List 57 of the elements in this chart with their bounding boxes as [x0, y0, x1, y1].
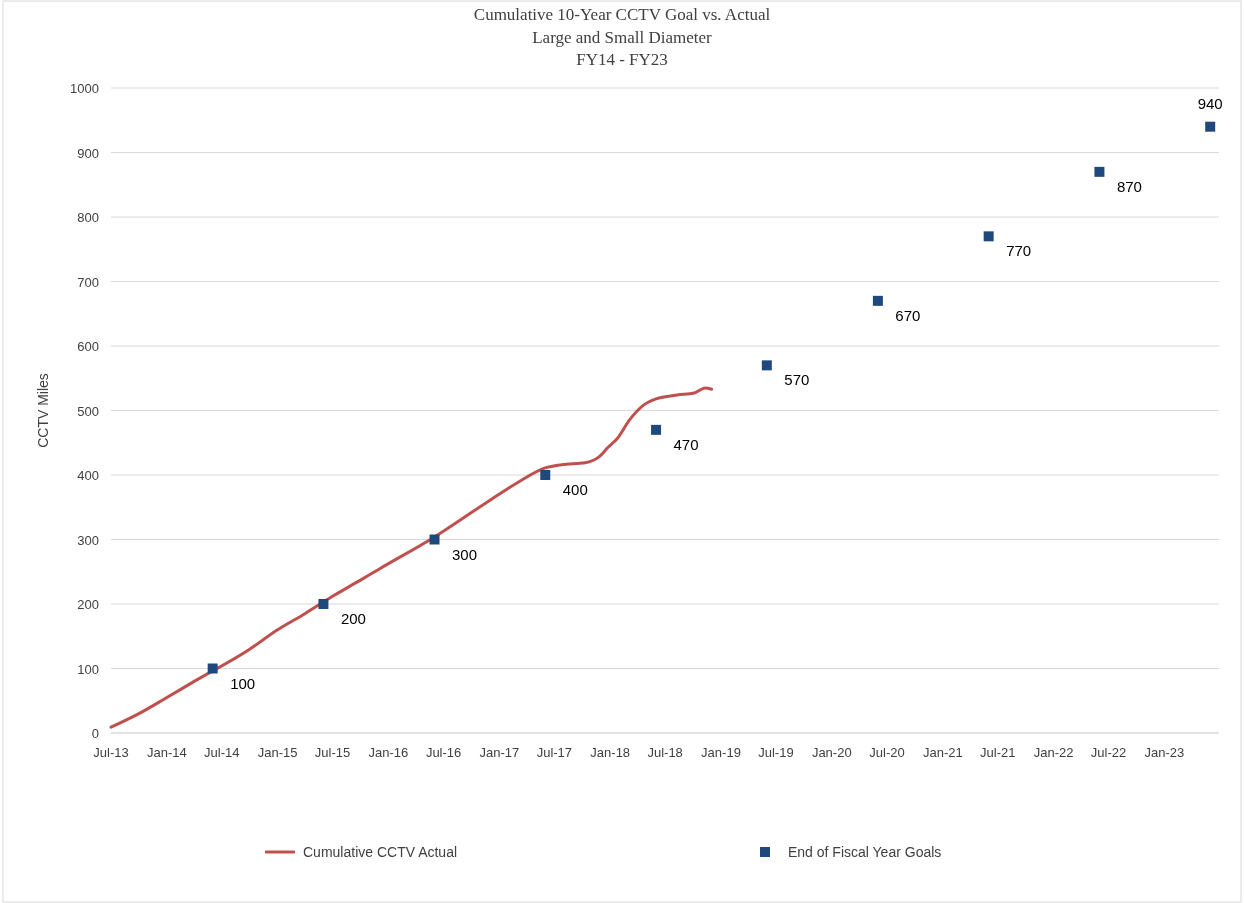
y-tick-label: 400 — [77, 468, 99, 483]
x-tick-label: Jul-22 — [1090, 745, 1127, 760]
x-tick-label: Jul-18 — [647, 745, 683, 760]
y-tick-label: 1000 — [70, 81, 99, 96]
data-label: 940 — [1197, 94, 1223, 112]
chart-subtitle: Large and Small Diameter FY14 - FY23 — [532, 28, 713, 69]
x-tick-label: Jul-14 — [204, 745, 240, 760]
x-tick-label: Jul-17 — [536, 745, 573, 760]
point — [318, 599, 329, 609]
x-tick-label: Jan-17 — [479, 745, 520, 760]
y-tick-label: 0 — [91, 726, 99, 741]
x-tick-label: Jan-20 — [811, 745, 852, 760]
legend-label: End of Fiscal Year Goals — [788, 844, 942, 860]
point — [1205, 121, 1216, 132]
x-tick-label: Jan-19 — [701, 745, 741, 760]
data-label: 770 — [1006, 242, 1032, 260]
point — [540, 470, 551, 480]
point — [429, 534, 440, 545]
data-label: 870 — [1116, 177, 1142, 195]
x-tick-label: Jan-21 — [922, 745, 963, 760]
data-label: 670 — [895, 306, 921, 324]
y-tick-label: 100 — [77, 661, 99, 677]
x-tick-label: Jul-15 — [314, 745, 351, 760]
x-tick-label: Jan-18 — [590, 745, 631, 760]
y-tick-label: 600 — [77, 339, 99, 354]
x-tick-label: Jul-21 — [980, 745, 1016, 760]
x-tick-label: Jul-13 — [93, 745, 129, 760]
y-tick-label: 500 — [77, 403, 99, 419]
data-label: 100 — [230, 674, 256, 692]
point — [207, 663, 218, 674]
y-tick-label: 800 — [77, 210, 99, 225]
x-tick-label: Jan-15 — [257, 745, 298, 760]
chart-title: Cumulative 10-Year CCTV Goal vs. Actual — [473, 5, 771, 24]
point — [983, 231, 994, 242]
point — [651, 424, 662, 435]
y-tick-label: 900 — [77, 145, 99, 161]
data-label: 200 — [340, 610, 366, 627]
y-tick-label: 200 — [77, 597, 99, 612]
point — [872, 295, 883, 306]
data-label: 570 — [784, 371, 810, 389]
point — [761, 360, 772, 371]
x-tick-label: Jan-22 — [1033, 745, 1074, 760]
x-tick-label: Jul-20 — [869, 745, 905, 760]
data-label: 470 — [673, 435, 699, 453]
x-tick-label: Jul-19 — [758, 745, 794, 760]
y-tick-label: 700 — [77, 274, 99, 290]
legend-label: Cumulative CCTV Actual — [303, 844, 458, 860]
point — [1094, 166, 1105, 177]
x-tick-label: Jan-14 — [146, 745, 187, 760]
x-tick-label: Jul-16 — [425, 745, 462, 760]
data-label: 300 — [451, 545, 478, 563]
y-axis-title: CCTV Miles — [35, 373, 51, 448]
y-tick-label: 300 — [77, 532, 99, 548]
line-series — [109, 386, 714, 729]
x-tick-label: Jan-16 — [368, 745, 409, 760]
data-label: 400 — [562, 481, 588, 498]
x-tick-label: Jan-23 — [1144, 745, 1185, 760]
